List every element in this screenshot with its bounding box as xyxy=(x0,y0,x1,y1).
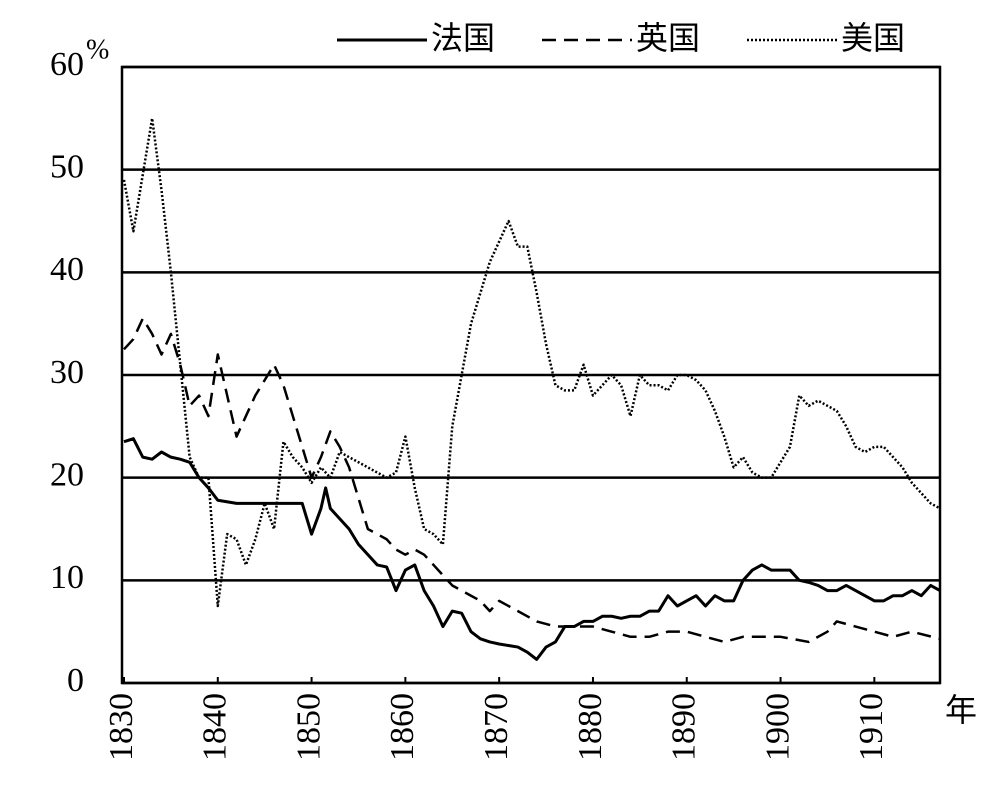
x-tick-label: 1830 xyxy=(103,693,140,761)
y-tick-label: 0 xyxy=(67,662,84,699)
y-tick-label: 40 xyxy=(50,251,84,288)
x-tick-label: 1910 xyxy=(853,693,890,761)
y-unit: % xyxy=(86,34,109,65)
data-line xyxy=(123,317,941,644)
x-tick-label: 1880 xyxy=(572,693,609,761)
y-tick-label: 10 xyxy=(50,559,84,596)
y-tick-label: 30 xyxy=(50,354,84,391)
x-tick-label: 1860 xyxy=(384,693,421,761)
y-tick-label: 60 xyxy=(50,46,84,83)
x-tick-label: 1890 xyxy=(666,693,703,761)
x-tick-label: 1850 xyxy=(290,693,327,761)
x-tick-label: 1840 xyxy=(197,693,234,761)
y-tick-label: 20 xyxy=(50,456,84,493)
y-tick-label: 50 xyxy=(50,148,84,185)
data-line xyxy=(122,117,941,608)
data-line xyxy=(123,437,941,661)
x-tick-label: 1870 xyxy=(478,693,515,761)
legend-label: 英国 xyxy=(636,19,700,57)
legend-label: 美国 xyxy=(841,19,905,57)
x-tick-label: 1900 xyxy=(759,693,796,761)
legend-label: 法国 xyxy=(431,19,495,57)
x-axis-label: 年 xyxy=(945,691,977,729)
